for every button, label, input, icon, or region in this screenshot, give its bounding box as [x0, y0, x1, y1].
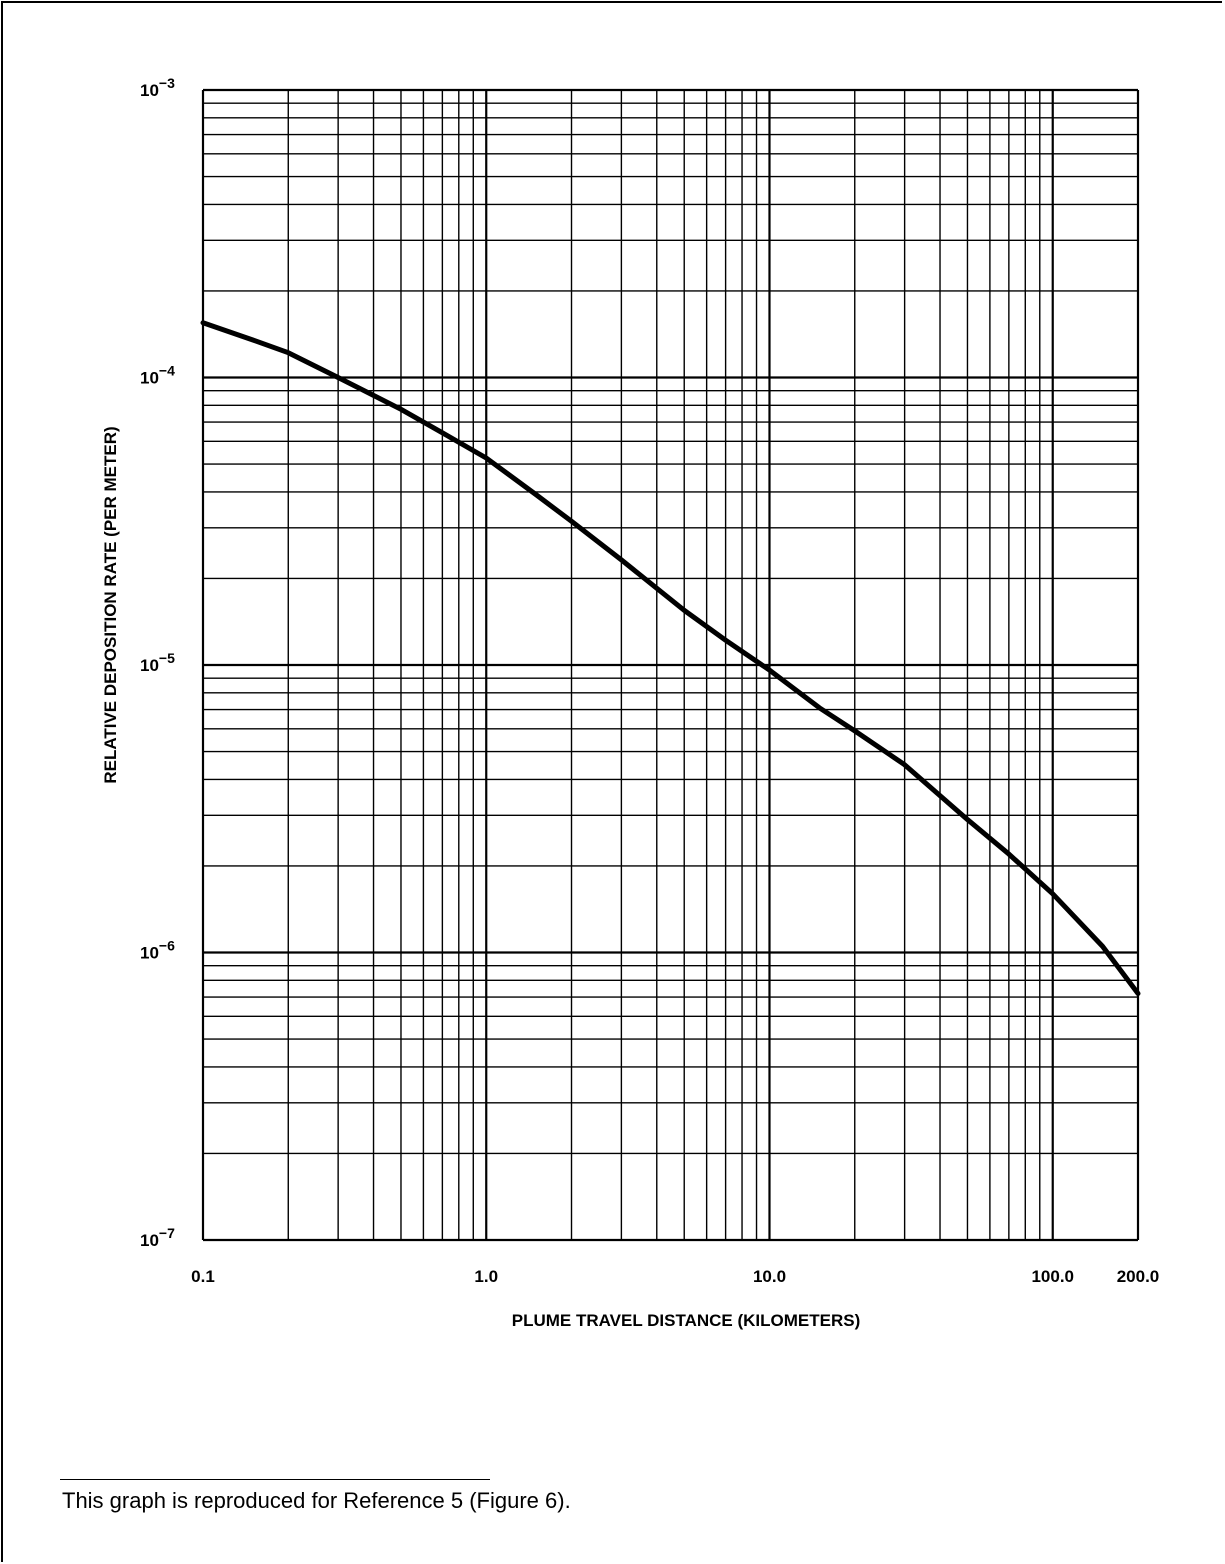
- series-layer: [200, 320, 1141, 996]
- x-tick-label: 10.0: [753, 1267, 786, 1286]
- y-tick-label: 10−6: [140, 938, 175, 963]
- y-axis-title: RELATIVE DEPOSITION RATE (PER METER): [101, 426, 120, 783]
- y-tick-label: 10−7: [140, 1225, 175, 1250]
- y-tick-labels: 10−3 10−4 10−5 10−6 10−7: [140, 75, 175, 1250]
- x-axis-title: PLUME TRAVEL DISTANCE (KILOMETERS): [512, 1311, 861, 1330]
- x-tick-label: 1.0: [474, 1267, 498, 1286]
- footnote-rule: [60, 1479, 490, 1480]
- x-tick-label: 200.0: [1117, 1267, 1160, 1286]
- series-line-1: [200, 320, 1141, 996]
- x-tick-label: 100.0: [1031, 1267, 1074, 1286]
- horizontal-gridlines: [203, 88, 1138, 1242]
- footnote: This graph is reproduced for Reference 5…: [62, 1488, 571, 1513]
- x-tick-label: 0.1: [191, 1267, 215, 1286]
- x-tick-labels: 0.1 1.0 10.0 100.0 200.0: [191, 1267, 1159, 1286]
- y-tick-label: 10−5: [140, 650, 175, 675]
- y-tick-label: 10−4: [140, 363, 175, 388]
- y-tick-label: 10−3: [140, 75, 175, 100]
